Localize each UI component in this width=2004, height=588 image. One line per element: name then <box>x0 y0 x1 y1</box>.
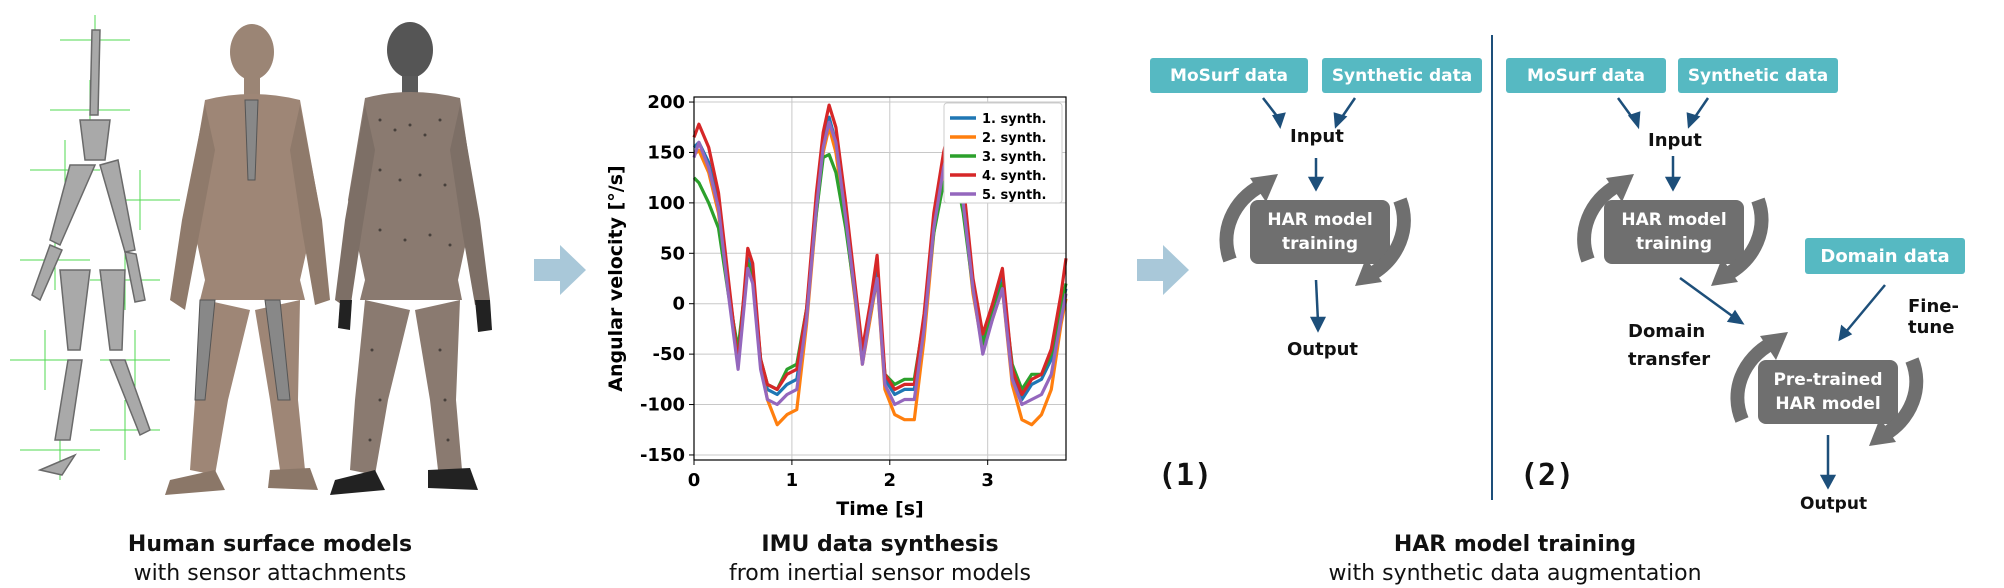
x-tick-label: 3 <box>981 470 994 491</box>
chart-series <box>692 103 1068 427</box>
panel-number-2: (2) <box>1520 458 1575 493</box>
output-label-2: Output <box>1800 494 1868 514</box>
flow-arrow-icon <box>534 245 586 295</box>
surface-model-figure <box>165 24 330 495</box>
caption-models-sub: with sensor attachments <box>133 561 407 586</box>
har-training-box-2: HAR model training <box>1604 200 1744 264</box>
mesh-model-figure <box>330 22 492 495</box>
cycle-arrow-icon <box>1869 418 1896 446</box>
mosurf-data-box-2: MoSurf data <box>1506 58 1666 93</box>
pretrained-har-box: Pre-trained HAR model <box>1758 360 1898 424</box>
cycle-arrow-icon <box>1355 258 1382 286</box>
x-tick-label: 0 <box>688 470 701 491</box>
legend-label-4: 4. synth. <box>982 169 1046 184</box>
chart-xlabel: Time [s] <box>836 498 923 520</box>
har-training-box: HAR model training <box>1250 200 1390 264</box>
chart-ylabel: Angular velocity [°/s] <box>605 165 627 392</box>
synthetic-data-box-2: Synthetic data <box>1678 58 1838 93</box>
legend-box <box>943 102 1063 204</box>
y-tick-label: 150 <box>647 142 685 163</box>
cycle-arrow-icon <box>1606 174 1634 202</box>
domain-data-box: Domain data <box>1805 238 1965 274</box>
legend-label-2: 2. synth. <box>982 131 1046 146</box>
mosurf-data-box: MoSurf data <box>1150 58 1308 93</box>
skeleton-figure <box>10 15 180 480</box>
panel-divider <box>1491 35 1493 500</box>
caption-har-sub: with synthetic data augmentation <box>1328 561 1702 586</box>
y-tick-label: 100 <box>647 193 685 214</box>
legend-label-5: 5. synth. <box>982 188 1046 203</box>
y-tick-label: -50 <box>652 344 685 365</box>
panel2-arrows <box>1577 97 1924 490</box>
x-tick-label: 2 <box>884 470 897 491</box>
legend-label-3: 3. synth. <box>982 150 1046 165</box>
caption-har: HAR model training with synthetic data a… <box>1290 530 1740 588</box>
caption-imu-title: IMU data synthesis <box>761 532 999 557</box>
output-label: Output <box>1287 339 1359 360</box>
caption-models: Human surface models with sensor attachm… <box>60 530 480 588</box>
chart-frame <box>693 96 1067 461</box>
chart-legend: 1. synth. 2. synth. 3. synth. 4. synth. 5. s… <box>943 102 1063 204</box>
caption-har-title: HAR model training <box>1393 532 1637 557</box>
y-tick-label: -100 <box>640 395 685 416</box>
panel1-arrows <box>1219 97 1411 333</box>
panel-number-1: (1) <box>1158 458 1213 493</box>
y-tick-label: -150 <box>640 445 685 466</box>
imu-chart: 0 1 2 3 200 150 100 50 0 -50 -100 -150 Time [s] Ang… <box>605 92 1068 520</box>
y-tick-label: 50 <box>660 243 685 264</box>
cycle-arrow-icon <box>1760 332 1788 360</box>
caption-imu-sub: from inertial sensor models <box>728 561 1032 586</box>
caption-models-title: Human surface models <box>127 532 413 557</box>
x-tick-label: 1 <box>786 470 799 491</box>
flow-arrow-icon <box>1137 245 1189 295</box>
series-line-4 <box>692 103 1068 397</box>
y-tick-label: 0 <box>672 294 685 315</box>
y-tick-label: 200 <box>647 92 685 113</box>
cycle-arrow-icon <box>1711 258 1738 286</box>
human-models-illustration <box>10 15 492 495</box>
input-label: Input <box>1290 126 1344 147</box>
legend-label-1: 1. synth. <box>982 112 1046 127</box>
caption-imu: IMU data synthesis from inertial sensor … <box>680 530 1080 588</box>
input-label-2: Input <box>1648 130 1702 151</box>
synthetic-data-box: Synthetic data <box>1322 58 1482 93</box>
series-line-5 <box>692 120 1068 407</box>
cycle-arrow-icon <box>1250 174 1278 202</box>
finetune-label: Fine-tune <box>1908 296 1959 338</box>
domain-transfer-label: Domain transfer <box>1628 321 1711 370</box>
chart-ticks: 0 1 2 3 200 150 100 50 0 -50 -100 -150 <box>640 92 994 491</box>
